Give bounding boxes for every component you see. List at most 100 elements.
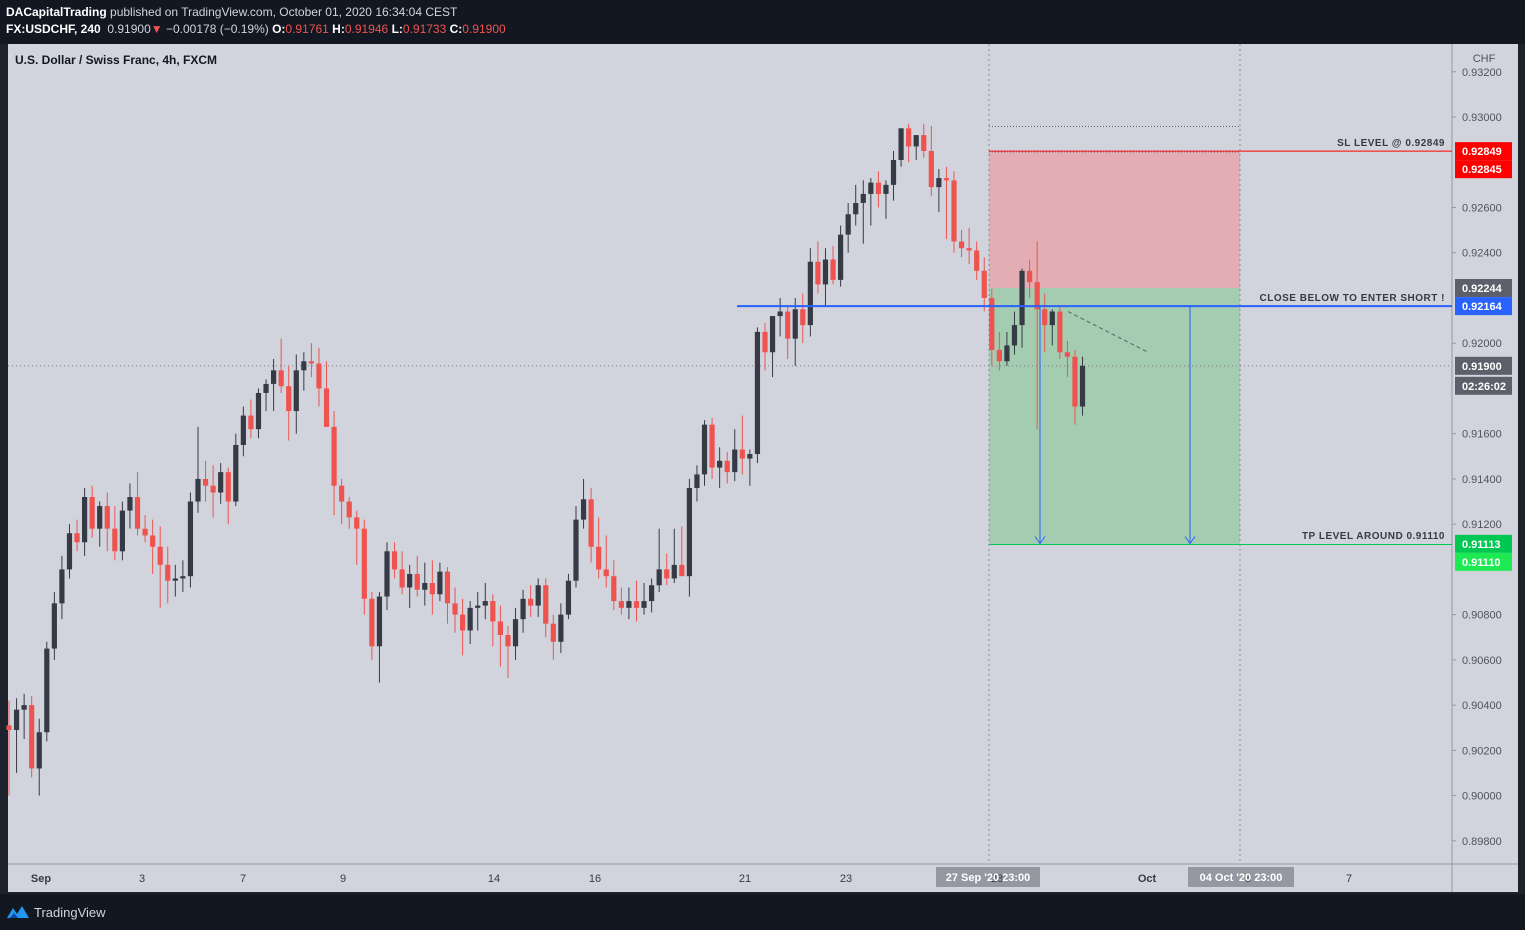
candle-body [202, 478, 209, 486]
candle-body [51, 603, 57, 649]
candle-body [694, 474, 700, 488]
trigger-price-badge-text: 0.92164 [1462, 301, 1503, 313]
candle-body [6, 725, 12, 731]
candle-body [966, 248, 972, 251]
candle-body [1079, 365, 1086, 407]
y-tick-label: 0.90000 [1462, 791, 1502, 803]
candle-body [422, 582, 428, 590]
candle-body [82, 497, 88, 543]
candle-body [1072, 356, 1078, 407]
candle-body [263, 383, 269, 393]
stop-loss-zone [989, 152, 1240, 289]
x-tick-label: Sep [31, 873, 51, 885]
y-tick-label: 0.90800 [1462, 610, 1502, 622]
candle-body [656, 569, 662, 586]
candle-body [875, 182, 881, 194]
candle-body [271, 370, 277, 384]
chart-area[interactable]: SL LEVEL @ 0.92849 CLOSE BELOW TO ENTER S… [0, 44, 1525, 894]
candle-body [1034, 282, 1040, 310]
entry-price-badge [1455, 279, 1512, 298]
sl-price-badge-text: 0.92849 [1462, 146, 1502, 158]
candle-body [1042, 309, 1048, 326]
candle-body [490, 601, 496, 622]
candle-body [391, 551, 398, 570]
last-price-badge-text: 0.91900 [1462, 361, 1502, 373]
target-arrow-head [1034, 536, 1046, 545]
publish-header: DACapitalTrading published on TradingVie… [0, 0, 1525, 44]
candle-body [543, 585, 549, 624]
y-tick-label: 0.91600 [1462, 429, 1502, 441]
candle-body [301, 361, 307, 371]
candle-body [626, 601, 632, 608]
candle-body [13, 709, 20, 731]
y-tick-label: 0.92400 [1462, 248, 1502, 260]
candle-body [218, 472, 224, 493]
candle-body [807, 261, 813, 326]
candle-body [898, 128, 904, 160]
candle-body [452, 603, 458, 615]
candle-body [535, 585, 541, 606]
close-label: C: [449, 22, 463, 36]
candle-body [172, 578, 178, 581]
candle-body [815, 261, 821, 285]
candle-body [785, 311, 791, 339]
candle-body [180, 576, 186, 579]
tp-price-badge-2 [1455, 552, 1512, 571]
candle-body [505, 634, 511, 647]
candle-body [573, 519, 579, 581]
candle-body [339, 485, 345, 502]
candle-body [792, 309, 798, 339]
low-label: L: [391, 22, 403, 36]
candle-body [853, 202, 859, 215]
candle-body [29, 705, 35, 769]
candle-body [157, 546, 163, 565]
candle-body [883, 184, 889, 194]
entry-annotation: CLOSE BELOW TO ENTER SHORT ! [1260, 293, 1445, 304]
tradingview-logo[interactable]: TradingView [6, 904, 106, 920]
candle-body [958, 241, 965, 249]
candle-body [308, 361, 314, 364]
price-axis[interactable] [1452, 44, 1518, 864]
y-tick-label: 0.92000 [1462, 338, 1502, 350]
candle-body [66, 533, 73, 570]
candle-body [165, 564, 171, 581]
candle-body [127, 497, 133, 511]
candle-body [717, 460, 723, 468]
x-tick-label: 3 [139, 873, 145, 885]
candle-body [384, 551, 390, 597]
entry-price-badge-text: 0.92244 [1462, 283, 1503, 295]
candle-body [754, 331, 761, 455]
candle-body [225, 472, 231, 502]
tp-price-badge-2-text: 0.91110 [1462, 557, 1501, 569]
candle-body [921, 135, 927, 151]
candle-body [679, 564, 685, 577]
candle-body [460, 614, 466, 631]
candle-body [1064, 352, 1070, 357]
candle-body [943, 178, 950, 181]
candle-body [59, 569, 65, 604]
candle-body [134, 497, 141, 529]
candle-body [565, 580, 572, 615]
candle-body [1057, 311, 1063, 353]
y-tick-label: 0.93200 [1462, 67, 1502, 79]
candle-body [906, 128, 912, 147]
countdown-badge-text: 02:26:02 [1462, 381, 1506, 393]
candle-body [437, 571, 443, 595]
y-tick-label: 0.89800 [1462, 836, 1502, 848]
sl-level-annotation: SL LEVEL @ 0.92849 [1337, 138, 1445, 149]
candle-body [974, 250, 980, 271]
x-tick-label: 14 [488, 873, 500, 885]
high-label: H: [332, 22, 345, 36]
publisher-name[interactable]: DACapitalTrading [6, 5, 107, 19]
candle-body [112, 528, 118, 552]
trigger-price-badge [1455, 297, 1512, 316]
candle-body [36, 732, 42, 769]
candle-body [800, 309, 806, 326]
candle-body [664, 569, 670, 579]
candlestick-chart[interactable]: SL LEVEL @ 0.92849 CLOSE BELOW TO ENTER S… [0, 44, 1525, 894]
sl-price-badge-2-text: 0.92845 [1462, 164, 1502, 176]
candle-body [187, 501, 194, 577]
y-tick-label: 0.91400 [1462, 474, 1502, 486]
candle-body [1049, 311, 1055, 326]
candle-body [210, 485, 216, 493]
